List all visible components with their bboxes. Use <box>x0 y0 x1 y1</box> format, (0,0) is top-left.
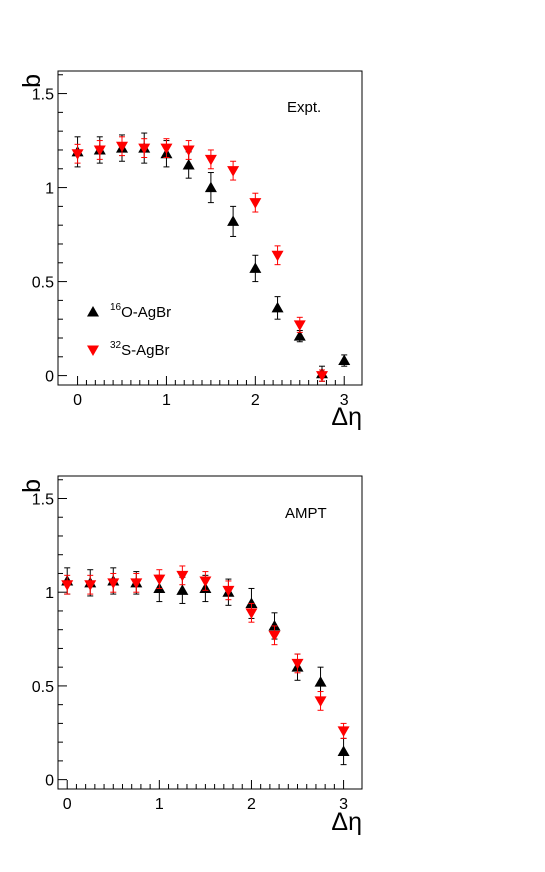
panel-annotation: Expt. <box>287 99 321 116</box>
x-axis-label: Δη <box>331 403 362 431</box>
data-point <box>249 262 262 273</box>
legend-label-mass: 16 <box>110 302 122 313</box>
x-tick-label: 2 <box>251 392 260 409</box>
data-point <box>107 578 120 589</box>
data-point <box>204 154 217 166</box>
y-tick-label: 0.5 <box>32 275 54 292</box>
y-tick-label: 1.5 <box>32 491 54 508</box>
data-point <box>199 576 212 587</box>
data-point <box>227 215 240 226</box>
legend-label-text: S-AgBr <box>121 342 169 359</box>
y-tick-label: 1.5 <box>32 87 54 104</box>
data-point <box>222 585 235 597</box>
data-point <box>268 630 281 642</box>
data-point <box>268 619 281 631</box>
data-point <box>245 608 258 619</box>
data-point <box>182 145 195 156</box>
x-tick-label: 1 <box>155 796 164 813</box>
y-axis-label: b <box>18 74 46 88</box>
data-point <box>176 570 189 582</box>
data-point <box>204 181 217 193</box>
legend-marker <box>87 345 99 356</box>
y-tick-label: 1 <box>45 181 54 198</box>
legend-marker <box>87 306 99 317</box>
data-point <box>293 330 306 341</box>
data-point <box>176 584 189 595</box>
data-point <box>227 166 240 177</box>
x-axis-label: Δη <box>331 808 362 836</box>
plot-frame <box>57 475 363 790</box>
x-tick-label: 0 <box>73 392 82 409</box>
data-point <box>116 141 128 153</box>
data-point <box>337 726 350 737</box>
y-tick-label: 0.5 <box>32 679 54 696</box>
data-point <box>71 149 84 160</box>
y-tick-label: 0 <box>45 369 54 386</box>
y-tick-label: 1 <box>45 585 54 602</box>
data-point <box>245 597 258 608</box>
data-point <box>130 578 143 589</box>
x-tick-label: 3 <box>340 392 349 409</box>
x-tick-label: 1 <box>162 392 171 409</box>
legend-label-text: O-AgBr <box>121 304 171 321</box>
panel-annotation: AMPT <box>285 505 327 522</box>
data-point <box>138 143 151 155</box>
data-point <box>271 250 284 262</box>
legend-label-mass: 32 <box>110 340 122 351</box>
data-point <box>291 658 304 670</box>
y-axis-label: b <box>18 479 46 493</box>
data-point <box>93 145 106 156</box>
data-point <box>182 159 195 170</box>
data-point <box>314 676 327 687</box>
data-point <box>61 580 74 591</box>
data-point <box>293 320 306 331</box>
panel-ampt: 0 0.5 1 1.5 0 1 2 3Δη b AMPT <box>18 475 363 836</box>
data-point <box>249 198 262 209</box>
legend-label: 16O-AgBr <box>110 302 171 321</box>
y-tick-label: 0 <box>45 773 54 790</box>
data-point <box>153 574 166 586</box>
data-point <box>316 371 328 382</box>
x-tick-label: 2 <box>247 796 256 813</box>
data-point <box>84 580 97 591</box>
data-point <box>271 301 284 313</box>
legend-label: 32S-AgBr <box>110 340 169 359</box>
data-point <box>338 354 351 366</box>
panel-expt: 0 0.5 1 1.5 0 1 2 3Δη b Expt. 16O-AgBr 32S-AgBr <box>18 70 363 431</box>
x-tick-label: 0 <box>63 796 72 813</box>
data-point <box>314 696 327 707</box>
plot-frame <box>57 70 363 386</box>
data-point <box>160 143 173 155</box>
x-tick-label: 3 <box>339 796 348 813</box>
data-point <box>337 745 350 757</box>
